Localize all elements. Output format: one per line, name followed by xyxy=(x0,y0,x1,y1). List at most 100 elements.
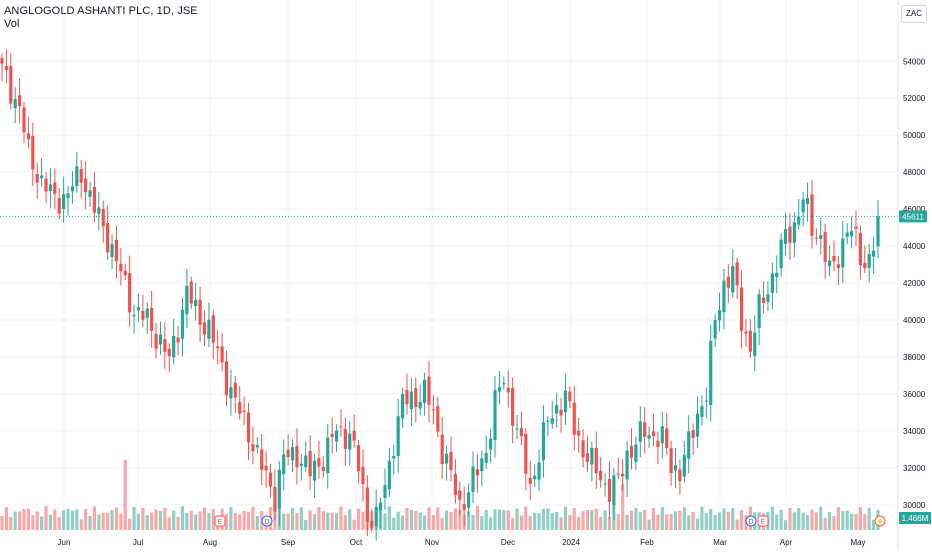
candle-body xyxy=(136,307,141,311)
candle-body xyxy=(35,174,39,183)
candle-body xyxy=(638,421,642,442)
candle-body xyxy=(827,260,832,267)
candle-body xyxy=(132,315,136,317)
volume-bar xyxy=(387,506,391,530)
volume-bar xyxy=(286,513,290,530)
candle-body xyxy=(775,272,779,278)
volume-bar xyxy=(449,512,453,530)
candle-body xyxy=(348,433,352,450)
candle-body xyxy=(286,449,290,458)
volume-bar xyxy=(568,514,572,530)
candle-body xyxy=(312,460,317,481)
candle-body xyxy=(744,331,748,334)
candle-body xyxy=(453,473,458,496)
candle-body xyxy=(577,431,581,436)
volume-bar xyxy=(400,515,405,530)
candle-body xyxy=(841,238,845,268)
volume-bar xyxy=(559,517,563,530)
candle-body xyxy=(352,430,356,441)
volume-bar xyxy=(392,517,396,530)
candle-body xyxy=(801,199,805,213)
candle-body xyxy=(440,434,444,465)
candle-body xyxy=(299,463,303,466)
dividend-marker[interactable]: D xyxy=(261,515,273,527)
volume-bar xyxy=(546,508,550,530)
event-markers[interactable]: E D D E ⚡ xyxy=(214,515,886,527)
volume-bar xyxy=(242,510,246,530)
y-tick-label: 32000 xyxy=(903,464,926,473)
candle-body xyxy=(66,193,70,199)
dividend-marker[interactable]: D xyxy=(745,515,757,527)
volume-bar xyxy=(515,508,519,530)
volume-bar xyxy=(779,509,783,530)
volume-bar xyxy=(4,507,9,530)
candle-body xyxy=(383,485,387,498)
volume-bar xyxy=(770,506,774,530)
volume-bar xyxy=(849,513,854,530)
volume-bar xyxy=(819,506,823,530)
volume-bar xyxy=(669,513,673,530)
volume-bar xyxy=(101,512,105,530)
candle-body xyxy=(396,416,400,456)
candle-body xyxy=(555,405,559,414)
candle-body xyxy=(603,483,607,485)
candle-body xyxy=(735,262,739,286)
candle-body xyxy=(119,263,123,272)
volume-bar xyxy=(44,506,48,530)
currency-badge[interactable]: ZAC xyxy=(901,5,927,23)
earnings-marker[interactable]: E xyxy=(757,515,769,527)
volume-bar xyxy=(629,510,634,530)
volume-bar xyxy=(176,516,180,530)
volume-bar xyxy=(348,509,352,530)
split-marker[interactable]: ⚡ xyxy=(874,515,886,527)
candle-body xyxy=(180,309,185,339)
candle-body xyxy=(691,430,695,438)
candle-body xyxy=(75,166,79,187)
volume-bar xyxy=(396,511,400,530)
volume-bar xyxy=(440,518,444,530)
volume-bar xyxy=(810,509,814,530)
x-tick-label: Jun xyxy=(58,538,71,547)
candle-body xyxy=(31,136,35,170)
candle-body xyxy=(867,253,871,268)
candle-body xyxy=(643,422,647,437)
candle-body xyxy=(123,270,127,276)
candle-body xyxy=(242,410,246,412)
volume-bar xyxy=(132,506,136,530)
candle-body xyxy=(770,273,774,293)
candle-body xyxy=(268,472,273,487)
volume-bar xyxy=(731,507,735,530)
candle-body xyxy=(88,190,92,197)
candle-body xyxy=(317,458,321,467)
volume-bar xyxy=(735,519,739,530)
volume-bar xyxy=(673,511,678,530)
volume-bar xyxy=(660,506,664,530)
volume-bar xyxy=(665,514,669,530)
x-tick-label: Aug xyxy=(203,538,217,547)
candle-body xyxy=(427,376,431,405)
volume-bar xyxy=(638,512,642,530)
volume-bar xyxy=(871,519,876,530)
volume-bar xyxy=(687,515,691,530)
last-price-label: 45611 xyxy=(902,212,924,221)
candle-body xyxy=(418,402,422,409)
volume-bar xyxy=(66,508,70,530)
y-tick-label: 54000 xyxy=(903,57,926,66)
volume-bar xyxy=(70,510,75,530)
volume-bar xyxy=(13,511,17,530)
symbol-title[interactable]: ANGLOGOLD ASHANTI PLC, 1D, JSE xyxy=(4,5,198,17)
candle-body xyxy=(625,450,629,480)
volume-bar xyxy=(726,511,730,530)
candle-body xyxy=(339,426,343,428)
earnings-marker[interactable]: E xyxy=(214,515,226,527)
candle-body xyxy=(480,458,484,472)
volume-bar xyxy=(863,513,867,530)
volume-badge xyxy=(899,512,931,524)
candle-body xyxy=(858,232,862,266)
volume-bar xyxy=(224,513,229,530)
marker-symbol: E xyxy=(218,519,223,526)
volume-bar xyxy=(189,510,193,530)
volume-bar xyxy=(797,508,801,530)
